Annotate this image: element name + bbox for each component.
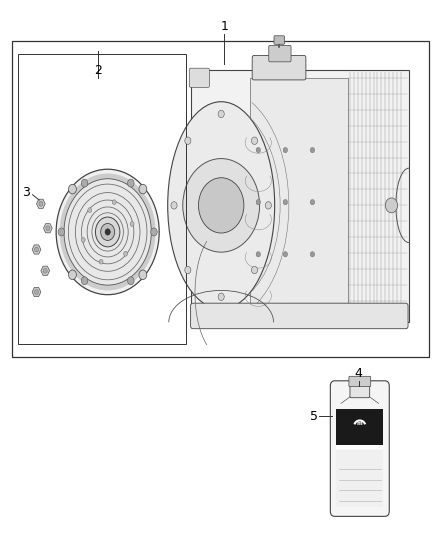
- Text: 4: 4: [355, 367, 363, 381]
- Circle shape: [88, 208, 92, 213]
- Circle shape: [139, 270, 147, 280]
- Circle shape: [218, 293, 224, 301]
- Circle shape: [385, 198, 398, 213]
- Text: 3: 3: [22, 185, 30, 199]
- FancyBboxPatch shape: [189, 68, 209, 87]
- Circle shape: [310, 304, 314, 309]
- Circle shape: [60, 173, 155, 290]
- FancyBboxPatch shape: [330, 381, 389, 516]
- FancyBboxPatch shape: [350, 383, 370, 398]
- Text: 5: 5: [310, 410, 318, 423]
- Circle shape: [81, 179, 88, 187]
- Circle shape: [283, 148, 288, 153]
- Circle shape: [310, 148, 314, 153]
- Circle shape: [351, 413, 368, 434]
- Circle shape: [139, 184, 147, 194]
- Circle shape: [283, 199, 288, 205]
- Circle shape: [101, 223, 115, 240]
- Circle shape: [151, 228, 157, 236]
- Circle shape: [105, 229, 110, 235]
- Circle shape: [256, 199, 261, 205]
- Polygon shape: [191, 70, 409, 322]
- Circle shape: [68, 270, 76, 280]
- Circle shape: [171, 201, 177, 209]
- Circle shape: [112, 200, 116, 205]
- Circle shape: [68, 184, 76, 194]
- Circle shape: [58, 228, 65, 236]
- Circle shape: [43, 268, 47, 273]
- Circle shape: [35, 289, 39, 294]
- Circle shape: [39, 201, 43, 206]
- Bar: [336, 409, 383, 446]
- Circle shape: [185, 266, 191, 274]
- Ellipse shape: [168, 102, 275, 309]
- Circle shape: [130, 222, 134, 227]
- Polygon shape: [43, 224, 52, 233]
- Circle shape: [35, 247, 39, 252]
- FancyBboxPatch shape: [252, 55, 306, 80]
- Circle shape: [183, 159, 260, 252]
- Circle shape: [46, 226, 50, 231]
- Circle shape: [265, 201, 272, 209]
- Circle shape: [256, 304, 261, 309]
- Text: m: m: [357, 421, 363, 426]
- Circle shape: [310, 252, 314, 257]
- Bar: [18, 54, 186, 344]
- Circle shape: [127, 277, 134, 285]
- FancyBboxPatch shape: [191, 303, 408, 329]
- Circle shape: [251, 137, 258, 144]
- Circle shape: [124, 252, 127, 256]
- Circle shape: [185, 137, 191, 144]
- Bar: [250, 78, 348, 320]
- Circle shape: [256, 252, 261, 257]
- Circle shape: [95, 217, 120, 247]
- Circle shape: [218, 110, 224, 118]
- Bar: [336, 450, 383, 507]
- Bar: [12, 41, 428, 357]
- Circle shape: [81, 277, 88, 285]
- Circle shape: [283, 252, 288, 257]
- Polygon shape: [32, 287, 41, 297]
- Circle shape: [99, 260, 103, 264]
- Circle shape: [127, 179, 134, 187]
- Polygon shape: [41, 266, 49, 276]
- Text: 1: 1: [220, 20, 228, 33]
- Circle shape: [198, 177, 244, 233]
- FancyBboxPatch shape: [349, 376, 371, 386]
- Circle shape: [56, 169, 159, 295]
- Circle shape: [251, 266, 258, 274]
- Polygon shape: [32, 245, 41, 254]
- Circle shape: [310, 199, 314, 205]
- Text: 2: 2: [94, 64, 102, 77]
- Polygon shape: [36, 199, 45, 208]
- Circle shape: [81, 238, 85, 243]
- FancyBboxPatch shape: [274, 36, 285, 44]
- FancyBboxPatch shape: [269, 45, 291, 62]
- Bar: [336, 446, 383, 449]
- Circle shape: [256, 148, 261, 153]
- Circle shape: [283, 304, 288, 309]
- Circle shape: [64, 179, 151, 285]
